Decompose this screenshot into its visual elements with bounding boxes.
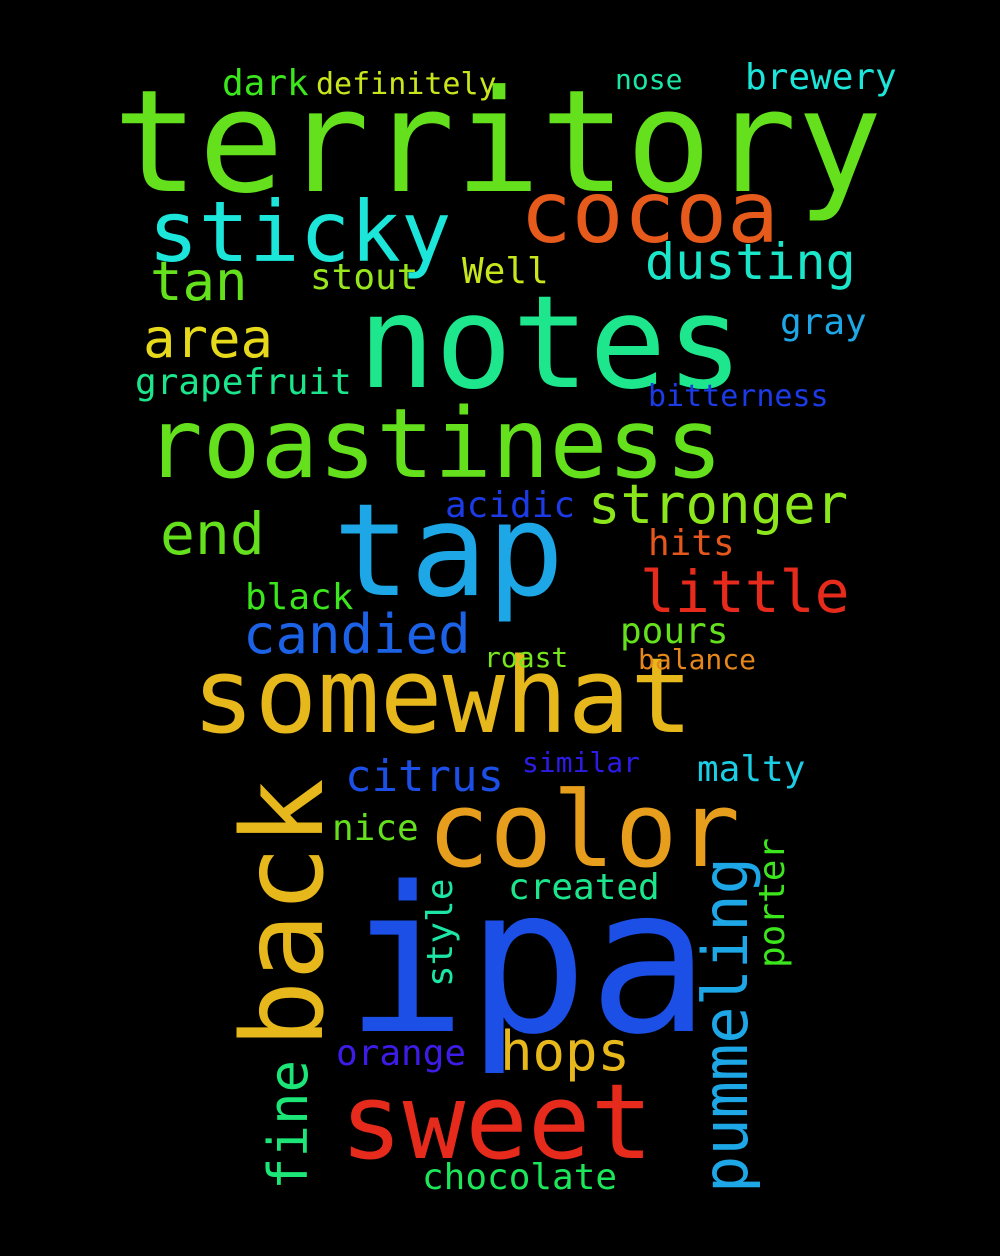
word-cocoa: cocoa (520, 163, 779, 263)
word-citrus: citrus (345, 751, 504, 802)
word-candied: candied (243, 603, 471, 666)
word-hits: hits (648, 523, 735, 564)
word-bitterness: bitterness (648, 379, 829, 414)
word-somewhat: somewhat (192, 635, 693, 757)
word-area: area (143, 307, 274, 370)
word-pummeling: pummeling (689, 857, 762, 1193)
word-pours: pours (620, 611, 729, 652)
word-roastiness: roastiness (145, 388, 723, 500)
word-sticky: sticky (148, 183, 452, 281)
word-style: style (420, 878, 461, 987)
word-end: end (160, 500, 265, 568)
word-roast: roast (484, 641, 569, 674)
word-stout: stout (310, 257, 419, 298)
word-ipa: ipa (345, 843, 710, 1079)
word-hops: hops (500, 1020, 631, 1083)
word-sweet: sweet (340, 1061, 654, 1183)
word-dark: dark (222, 63, 309, 104)
word-fine: fine (257, 1059, 320, 1190)
word-chocolate: chocolate (422, 1157, 618, 1198)
word-tan: tan (150, 250, 248, 313)
word-tap: tap (333, 477, 565, 626)
word-notes: notes (358, 269, 744, 418)
word-porter: porter (752, 837, 793, 968)
word-territory: territory (113, 60, 883, 225)
word-nose: nose (615, 63, 683, 96)
word-created: created (508, 867, 660, 908)
word-color: color (427, 769, 741, 891)
word-grapefruit: grapefruit (135, 362, 352, 403)
word-nice: nice (332, 808, 419, 849)
word-back: back (219, 778, 349, 1048)
word-balance: balance (638, 643, 757, 676)
word-stronger: stronger (588, 473, 849, 536)
word-gray: gray (780, 302, 867, 343)
word-dusting: dusting (645, 233, 856, 291)
word-malty: malty (697, 749, 806, 790)
word-well: Well (462, 251, 549, 292)
word-orange: orange (336, 1033, 467, 1074)
word-black: black (245, 577, 354, 618)
word-similar: similar (522, 746, 641, 779)
word-definitely: definitely (316, 67, 497, 102)
word-brewery: brewery (745, 57, 897, 98)
word-little: little (640, 558, 850, 626)
word-acidic: acidic (445, 485, 576, 526)
